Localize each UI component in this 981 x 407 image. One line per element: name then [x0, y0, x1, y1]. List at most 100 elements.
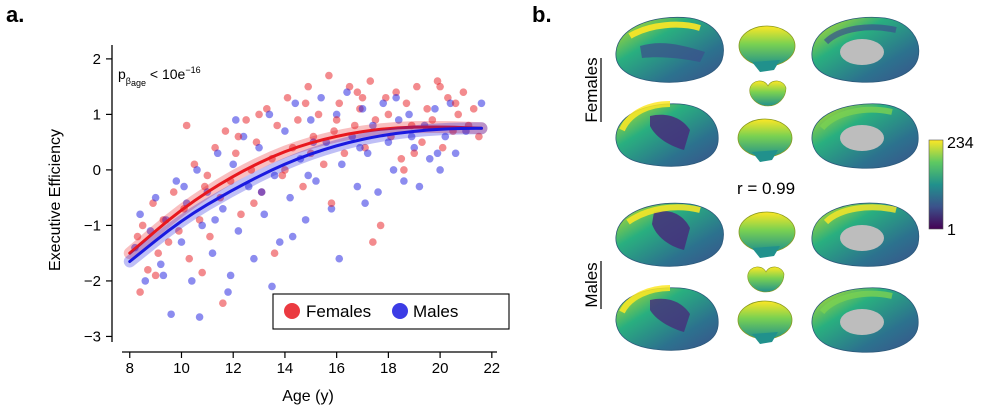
- data-point-females: [151, 271, 160, 280]
- data-point-males: [180, 182, 188, 191]
- data-point-males: [268, 282, 276, 291]
- panel-label-a: a.: [6, 2, 24, 27]
- svg-text:Females: Females: [582, 57, 601, 122]
- brain-lateral-male-right: [615, 285, 719, 351]
- brain-lateral-male-left: [615, 202, 724, 267]
- points-layer: [131, 71, 486, 321]
- brain-lateral-female-left: [615, 16, 724, 83]
- data-point-females: [319, 160, 328, 169]
- data-point-males: [374, 188, 382, 196]
- data-point-males: [301, 216, 310, 224]
- data-point-males: [384, 138, 393, 146]
- data-point-males: [379, 99, 388, 108]
- fit-line-females: [128, 125, 483, 255]
- data-point-males: [369, 121, 377, 130]
- brain-dorsal-female-top: [738, 25, 796, 72]
- y-tick-label: 0: [93, 162, 101, 179]
- data-point-females: [281, 166, 289, 174]
- group-label-males: Males: [582, 261, 602, 309]
- y-tick-label: −3: [84, 328, 101, 345]
- data-point-males: [317, 93, 325, 102]
- data-point-males: [255, 143, 263, 152]
- brain-medial-male-left: [811, 202, 920, 267]
- data-point-males: [356, 143, 364, 152]
- data-point-females: [423, 105, 431, 113]
- brain-dorsal-female-bottom: [737, 118, 793, 162]
- y-axis-title: Executive Efficiency: [47, 129, 64, 271]
- data-point-females: [138, 221, 147, 230]
- data-point-females: [270, 249, 279, 257]
- brain-dorsal-male-top: [738, 211, 796, 258]
- data-point-males: [208, 249, 217, 257]
- x-axis-title: Age (y): [282, 388, 334, 405]
- data-point-females: [366, 77, 375, 85]
- y-tick-label: 2: [93, 51, 101, 68]
- data-point-males: [436, 166, 444, 174]
- data-point-females: [413, 82, 421, 91]
- data-point-males: [358, 105, 367, 113]
- brain-ventral-male-small: [747, 266, 785, 293]
- data-point-males: [392, 93, 400, 102]
- data-point-females: [325, 71, 333, 80]
- data-point-females: [144, 266, 152, 274]
- data-point-females: [255, 110, 263, 119]
- x-tick-label: 20: [432, 360, 449, 377]
- data-point-males: [136, 210, 144, 219]
- correlation-label: r = 0.99: [737, 179, 795, 198]
- data-point-females: [428, 116, 437, 124]
- data-point-females: [469, 105, 478, 113]
- data-point-females: [133, 232, 142, 241]
- group-label-females: Females: [582, 57, 602, 123]
- data-point-males: [156, 260, 165, 269]
- data-point-males: [338, 160, 346, 169]
- data-point-females: [203, 171, 212, 180]
- brain-ventral-female-small: [749, 80, 787, 107]
- data-point-females: [219, 299, 227, 307]
- data-point-males: [281, 127, 289, 135]
- legend-label-females: Females: [306, 302, 371, 321]
- data-point-females: [301, 99, 310, 108]
- data-point-males: [312, 177, 320, 185]
- y-ticks: 2 1 0 −1 −2 −3: [84, 51, 112, 345]
- annot-sub-beta: β: [126, 76, 131, 86]
- data-point-males: [353, 182, 362, 191]
- x-tick-label: 16: [328, 360, 345, 377]
- data-point-males: [400, 177, 408, 185]
- data-point-males: [451, 149, 460, 158]
- data-point-males: [389, 166, 398, 174]
- svg-text:Males: Males: [582, 262, 601, 307]
- data-point-males: [257, 188, 266, 196]
- data-point-males: [167, 310, 175, 319]
- legend-marker-males: [392, 303, 408, 319]
- data-point-males: [188, 277, 196, 285]
- panel-label-b: b.: [532, 2, 552, 27]
- data-point-males: [151, 193, 160, 202]
- data-point-females: [400, 166, 408, 174]
- brain-medial-female-left: [811, 16, 920, 83]
- colorbar-max-label: 234: [947, 135, 974, 152]
- annot-rest: < 10e: [146, 66, 186, 82]
- data-point-females: [294, 116, 302, 124]
- data-point-males: [361, 199, 369, 208]
- data-point-females: [332, 116, 341, 124]
- data-point-males: [219, 204, 227, 213]
- data-point-females: [330, 127, 338, 135]
- legend: Females Males: [272, 293, 510, 330]
- data-point-males: [394, 116, 403, 124]
- data-point-males: [270, 171, 279, 180]
- data-point-females: [250, 199, 258, 208]
- data-point-males: [265, 110, 274, 119]
- data-point-males: [159, 271, 168, 280]
- data-point-females: [438, 143, 447, 152]
- brain-panel: Females Males: [582, 16, 974, 353]
- data-point-females: [221, 127, 230, 135]
- data-point-males: [244, 182, 253, 191]
- data-point-females: [198, 268, 206, 277]
- data-point-males: [141, 277, 150, 285]
- data-point-males: [332, 110, 341, 119]
- x-tick-label: 14: [277, 360, 294, 377]
- data-point-males: [250, 254, 258, 263]
- data-point-females: [376, 221, 385, 230]
- data-point-males: [425, 155, 434, 163]
- x-tick-label: 22: [483, 360, 500, 377]
